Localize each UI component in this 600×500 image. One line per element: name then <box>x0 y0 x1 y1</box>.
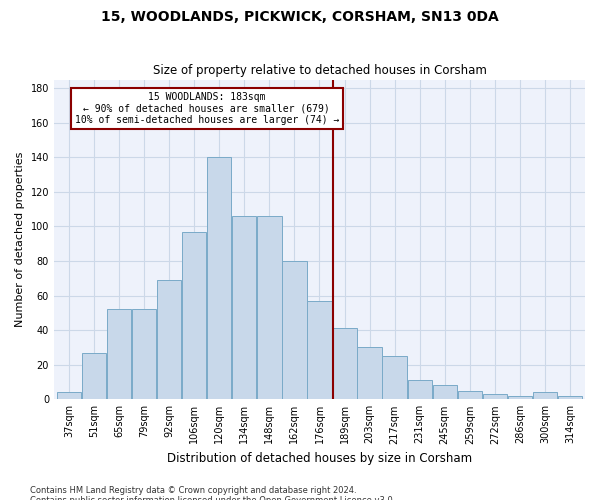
Title: Size of property relative to detached houses in Corsham: Size of property relative to detached ho… <box>152 64 487 77</box>
Bar <box>382 356 407 400</box>
Bar <box>107 310 131 400</box>
Bar <box>458 390 482 400</box>
Bar <box>57 392 81 400</box>
Bar <box>558 396 582 400</box>
Text: 15 WOODLANDS: 183sqm
← 90% of detached houses are smaller (679)
10% of semi-deta: 15 WOODLANDS: 183sqm ← 90% of detached h… <box>74 92 339 125</box>
Bar <box>282 261 307 400</box>
Text: Contains HM Land Registry data © Crown copyright and database right 2024.: Contains HM Land Registry data © Crown c… <box>30 486 356 495</box>
Bar <box>207 158 232 400</box>
X-axis label: Distribution of detached houses by size in Corsham: Distribution of detached houses by size … <box>167 452 472 465</box>
Bar <box>332 328 356 400</box>
Bar <box>508 396 532 400</box>
Bar <box>407 380 432 400</box>
Bar <box>482 394 507 400</box>
Bar <box>132 310 156 400</box>
Bar <box>433 386 457 400</box>
Bar <box>307 301 332 400</box>
Bar <box>182 232 206 400</box>
Bar <box>533 392 557 400</box>
Y-axis label: Number of detached properties: Number of detached properties <box>15 152 25 327</box>
Bar <box>157 280 181 400</box>
Text: Contains public sector information licensed under the Open Government Licence v3: Contains public sector information licen… <box>30 496 395 500</box>
Bar <box>358 348 382 400</box>
Bar <box>257 216 281 400</box>
Bar <box>232 216 256 400</box>
Bar <box>82 352 106 400</box>
Text: 15, WOODLANDS, PICKWICK, CORSHAM, SN13 0DA: 15, WOODLANDS, PICKWICK, CORSHAM, SN13 0… <box>101 10 499 24</box>
